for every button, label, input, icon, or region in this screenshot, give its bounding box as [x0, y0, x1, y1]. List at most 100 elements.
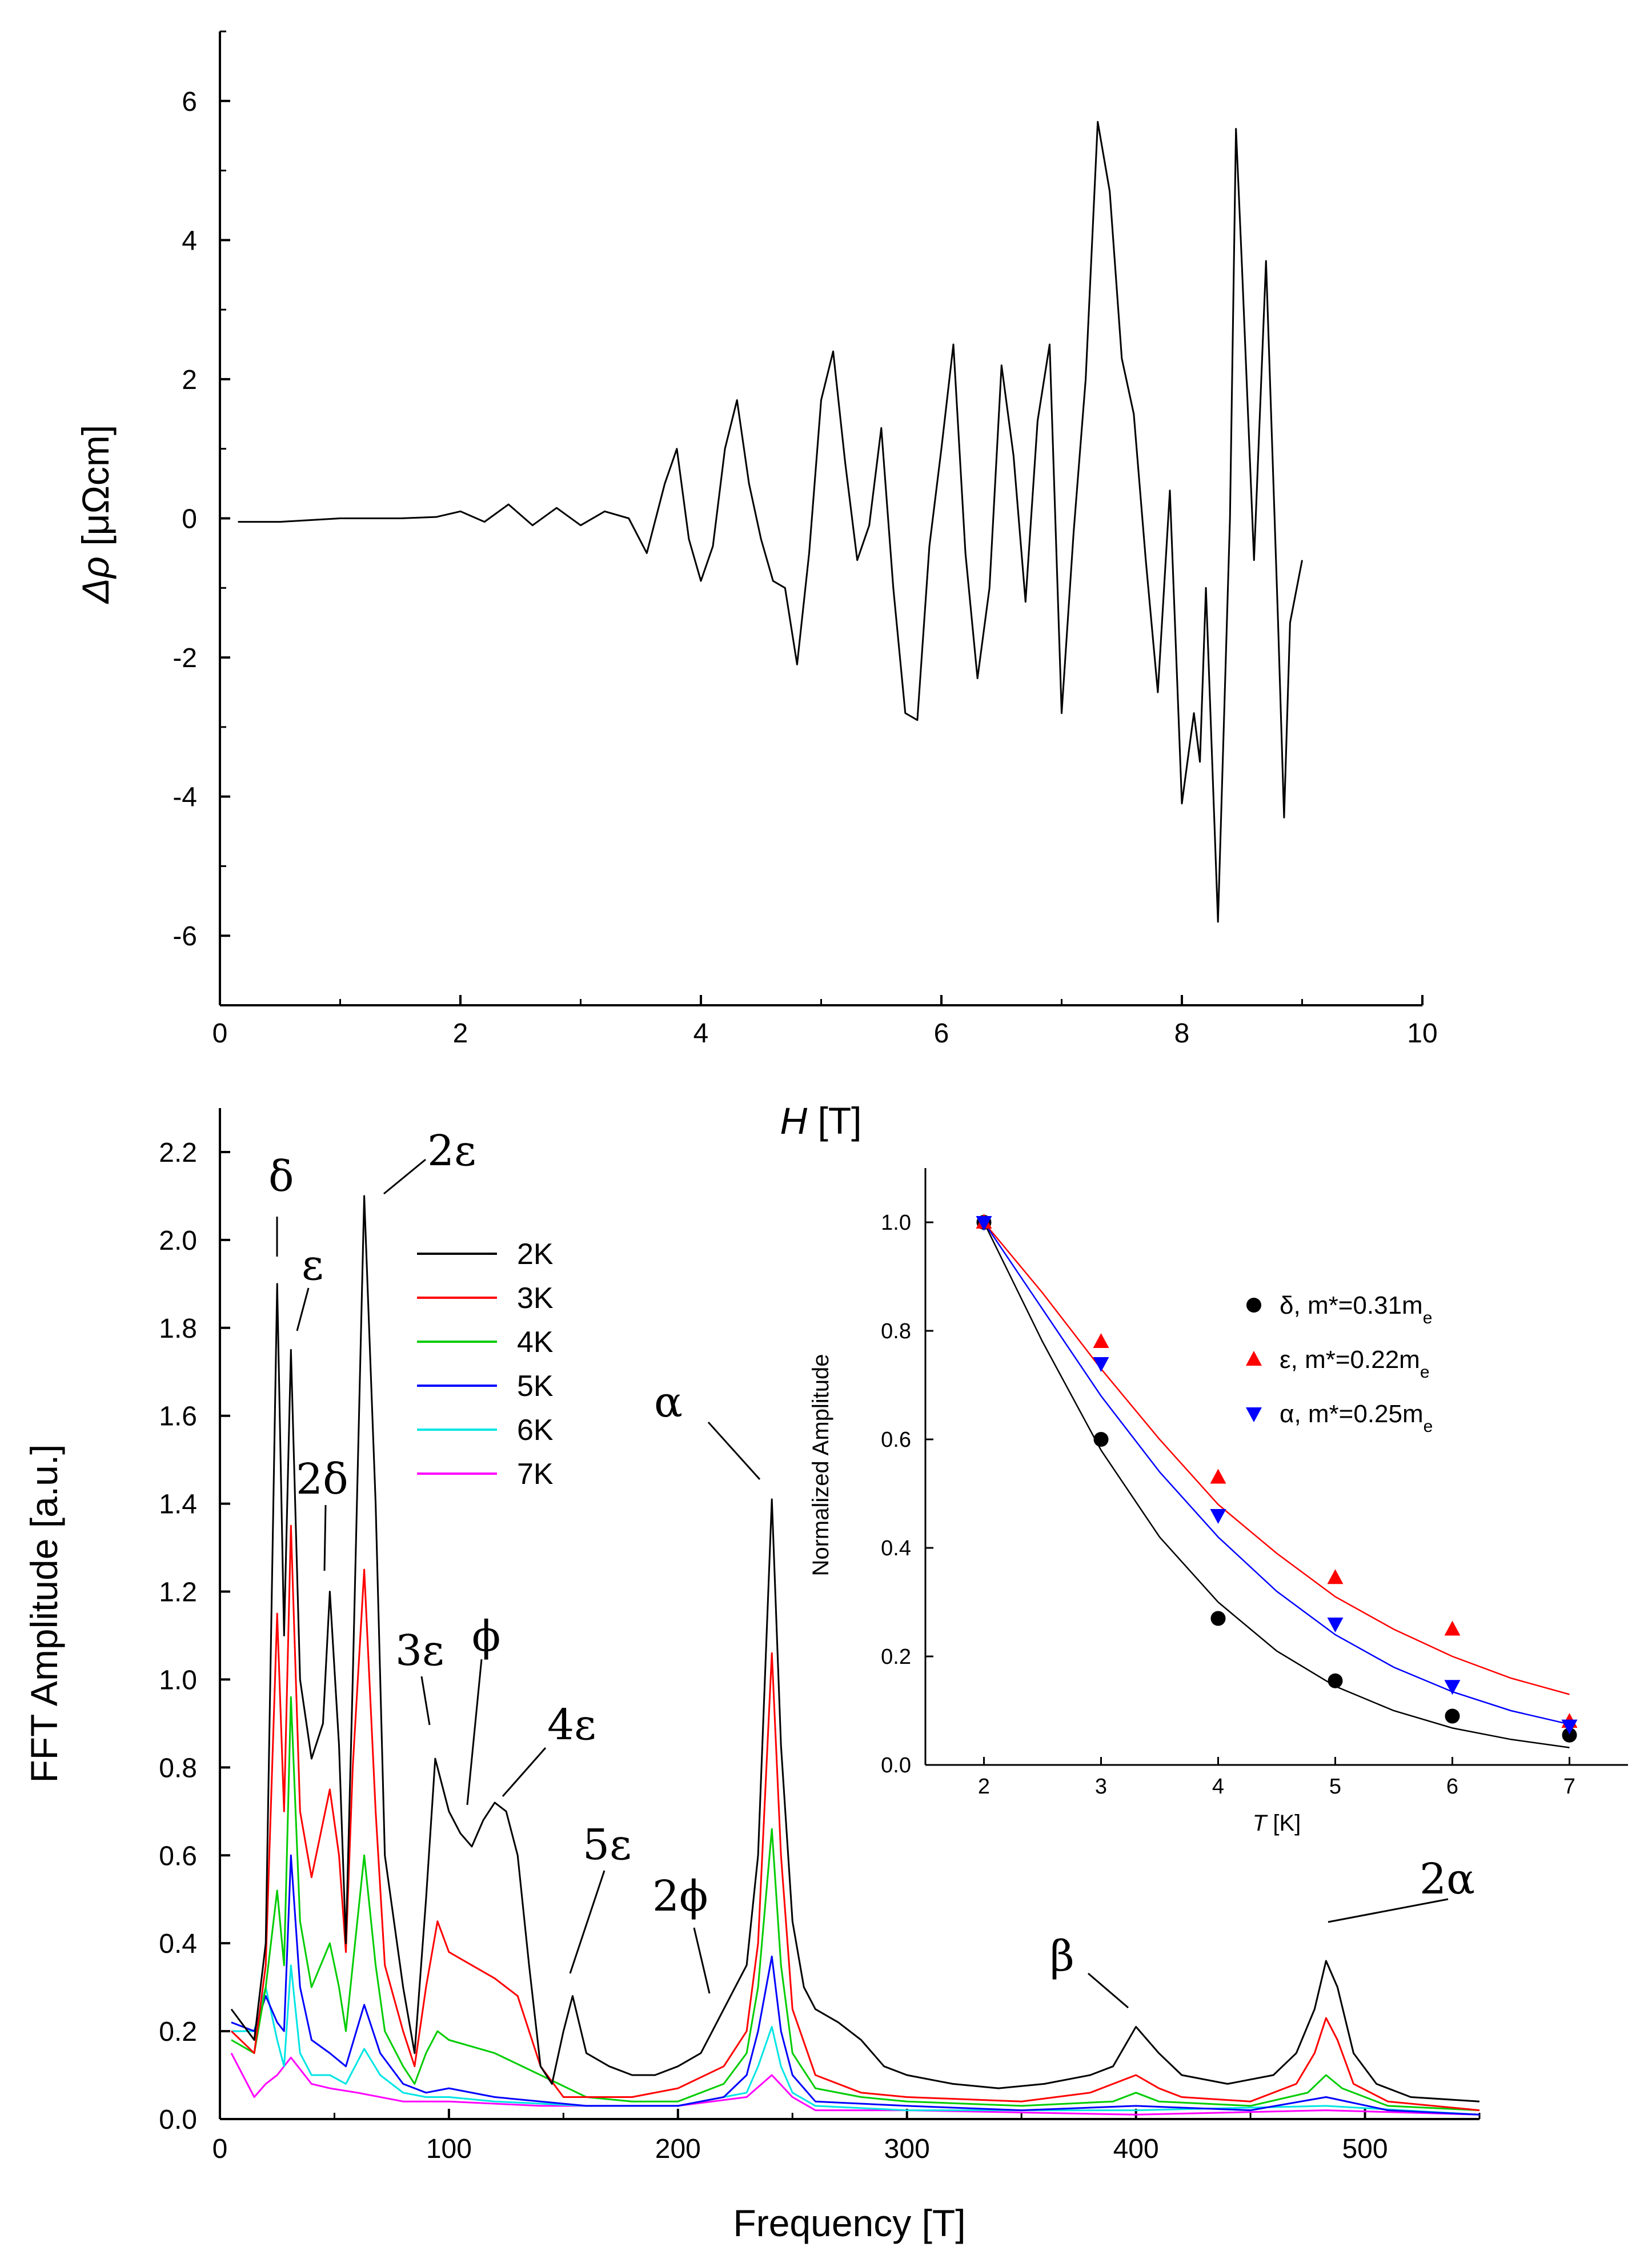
inset-panel: 0.0 0.2 0.4 0.6 0.8 1.0 2 3 4 5 6 7 T [K] Normaliz… [808, 1168, 1628, 1836]
inset-y-ticks: 0.0 0.2 0.4 0.6 0.8 1.0 [881, 1211, 933, 1778]
leader-2epsilon [383, 1158, 426, 1195]
inset-point-triangle-down [1444, 1680, 1461, 1695]
bottom-y-tick-label: 0.0 [159, 2105, 197, 2135]
inset-x-tick-label: 6 [1446, 1775, 1458, 1799]
top-y-tick-label: -2 [173, 643, 197, 673]
leader-2delta [323, 1504, 327, 1571]
bottom-y-tick-label: 0.6 [159, 1841, 197, 1871]
bottom-series [230, 1195, 1480, 2116]
inset-series [976, 1214, 1578, 1748]
inset-x-tick-label: 5 [1329, 1775, 1341, 1799]
peak-label-2phi: 2ϕ [652, 1872, 708, 1921]
bottom-x-tick-label: 0 [212, 2134, 228, 2164]
bottom-x-tick-label: 400 [1113, 2134, 1159, 2164]
inset-legend-label: ε, m*=0.22me [1280, 1346, 1430, 1382]
bottom-series-6K [231, 1964, 1480, 2116]
inset-legend-label: α, m*=0.25me [1280, 1400, 1433, 1436]
leader-2alpha [1328, 1898, 1449, 1923]
peak-label-2alpha: 2α [1420, 1855, 1475, 1904]
bottom-x-tick-label: 300 [884, 2134, 930, 2164]
bottom-series-4K [231, 1696, 1480, 2112]
inset-point-triangle-up [1093, 1333, 1109, 1348]
leader-5epsilon [569, 1870, 606, 1974]
peak-label-3epsilon: 3ε [395, 1626, 444, 1675]
inset-legend: δ, m*=0.31me ε, m*=0.22me α, m*=0.25me [1246, 1291, 1433, 1436]
inset-x-tick-label: 3 [1095, 1775, 1107, 1799]
legend-label-7K: 7K [517, 1458, 554, 1491]
top-panel: 6 4 2 0 -2 -4 -6 0 2 4 6 8 10 H [T] Δρ [μΩcm] [74, 30, 1438, 1142]
bottom-y-tick-label: 1.8 [159, 1314, 197, 1344]
bottom-y-axis-label: FFT Amplitude [a.u.] [23, 1444, 65, 1783]
inset-point-triangle-up [1210, 1468, 1226, 1484]
leader-phi [466, 1659, 483, 1805]
inset-point-circle [1562, 1727, 1577, 1743]
bottom-x-tick-label: 200 [655, 2134, 701, 2164]
inset-point-triangle-down [1210, 1509, 1226, 1524]
top-x-axis-label: H [T] [780, 1100, 861, 1142]
leader-2phi [693, 1927, 711, 1994]
inset-y-tick-label: 0.6 [881, 1428, 911, 1452]
peak-label-beta: β [1050, 1932, 1074, 1981]
peak-label-phi: ϕ [472, 1612, 500, 1661]
inset-legend-marker [1246, 1351, 1262, 1366]
top-x-tick-label: 6 [934, 1018, 949, 1049]
legend: 2K 3K 4K 5K 6K 7K [417, 1238, 554, 1491]
inset-y-axis-label: Normalized Amplitude [808, 1354, 833, 1576]
top-y-tick-label: 4 [182, 226, 197, 256]
bottom-y-tick-label: 1.4 [159, 1490, 197, 1520]
bottom-y-tick-label: 0.8 [159, 1753, 197, 1783]
leader-4epsilon [502, 1747, 547, 1797]
bottom-series-2K [230, 1195, 1480, 2103]
peak-label-5epsilon: 5ε [583, 1820, 631, 1869]
bottom-y-tick-label: 0.2 [159, 2017, 197, 2047]
inset-point-circle [1210, 1611, 1226, 1626]
top-x-tick-label: 4 [693, 1018, 709, 1049]
inset-point-triangle-up [1327, 1569, 1344, 1584]
bottom-y-tick-label: 2.0 [159, 1226, 197, 1256]
legend-label-2K: 2K [517, 1238, 554, 1271]
legend-label-6K: 6K [517, 1414, 554, 1447]
inset-y-tick-label: 0.4 [881, 1536, 911, 1560]
bottom-y-tick-label: 1.6 [159, 1402, 197, 1432]
top-x-ticks: 0 2 4 6 8 10 [212, 995, 1438, 1049]
peak-label-2delta: 2δ [296, 1455, 348, 1504]
legend-label-4K: 4K [517, 1326, 554, 1359]
inset-legend-marker [1246, 1407, 1262, 1422]
top-y-tick-label: 2 [182, 365, 197, 395]
inset-y-tick-label: 0.0 [881, 1754, 911, 1778]
inset-y-tick-label: 0.8 [881, 1319, 911, 1343]
top-x-tick-label: 2 [453, 1018, 468, 1049]
inset-legend-label: δ, m*=0.31me [1280, 1291, 1432, 1327]
inset-fit-line [983, 1222, 1570, 1748]
bottom-x-axis-label: Frequency [T] [733, 2202, 965, 2244]
bottom-series-3K [230, 1524, 1480, 2112]
bottom-series-7K [230, 2052, 1480, 2116]
bottom-x-ticks: 0 100 200 300 400 500 [212, 2109, 1481, 2164]
peak-label-4epsilon: 4ε [547, 1700, 596, 1750]
inset-point-triangle-down [1327, 1618, 1344, 1632]
bottom-y-tick-label: 1.2 [159, 1578, 197, 1608]
top-x-tick-label: 10 [1407, 1018, 1437, 1049]
top-y-tick-label: 0 [182, 504, 197, 535]
inset-fit-line [983, 1222, 1570, 1695]
inset-fit-line [983, 1222, 1570, 1726]
inset-x-tick-label: 7 [1563, 1775, 1575, 1799]
inset-x-tick-label: 4 [1212, 1775, 1224, 1799]
leader-beta [1088, 1972, 1129, 2009]
inset-point-circle [1445, 1708, 1460, 1724]
top-y-ticks: 6 4 2 0 -2 -4 -6 [173, 30, 230, 1006]
inset-y-tick-label: 0.2 [881, 1645, 911, 1669]
top-series [238, 121, 1303, 923]
top-y-tick-label: -6 [173, 921, 197, 952]
peak-label-alpha: α [654, 1378, 683, 1427]
bottom-y-tick-label: 2.2 [159, 1138, 197, 1168]
inset-legend-marker [1246, 1298, 1261, 1313]
bottom-y-tick-label: 0.4 [159, 1929, 197, 1959]
leader-alpha [707, 1421, 761, 1480]
inset-point-circle [1093, 1432, 1109, 1447]
inset-x-ticks: 2 3 4 5 6 7 [978, 1757, 1575, 1799]
bottom-panel: 0.0 0.2 0.4 0.6 0.8 1.0 1.2 1.4 1.6 1.8 2.0 2.2 0 10… [23, 1108, 1481, 2244]
inset-point-triangle-down [976, 1216, 992, 1231]
inset-point-triangle-down [1093, 1357, 1109, 1372]
